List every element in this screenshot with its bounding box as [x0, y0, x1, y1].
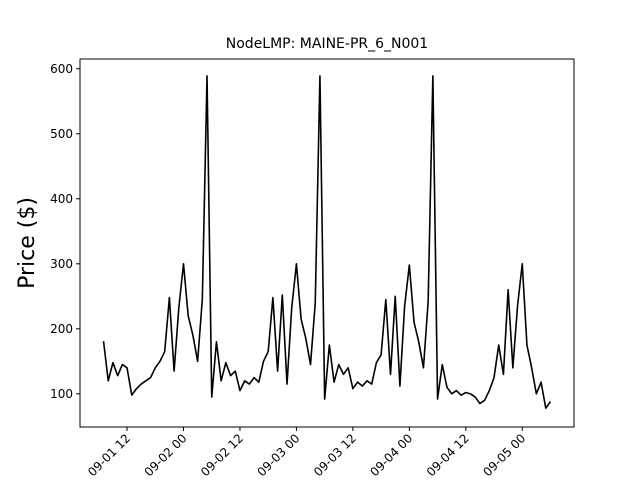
- y-tick-label: 200: [50, 322, 73, 336]
- y-tick-label: 100: [50, 387, 73, 401]
- x-tick-label: 09-03 00: [254, 431, 302, 479]
- price-line: [102, 75, 552, 409]
- x-tick-label: 09-02 00: [142, 431, 190, 479]
- y-tick-label: 600: [50, 62, 73, 76]
- y-tick-label: 300: [50, 257, 73, 271]
- x-tick-label: 09-01 12: [85, 431, 133, 479]
- y-axis-label: Price ($): [15, 197, 40, 289]
- x-tick-label: 09-05 00: [480, 431, 528, 479]
- x-tick-label: 09-02 12: [198, 431, 246, 479]
- x-tick-label: 09-03 12: [311, 431, 359, 479]
- axes-frame: [79, 58, 575, 428]
- y-tick-label: 500: [50, 127, 73, 141]
- x-tick-label: 09-04 12: [424, 431, 472, 479]
- y-tick-label: 400: [50, 192, 73, 206]
- x-tick-label: 09-04 00: [367, 431, 415, 479]
- chart-title: NodeLMP: MAINE-PR_6_N001: [226, 36, 428, 52]
